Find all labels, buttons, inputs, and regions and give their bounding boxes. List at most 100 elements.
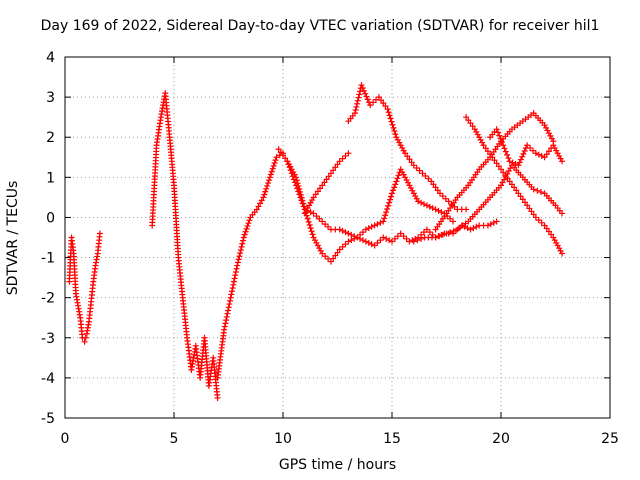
data-point bbox=[439, 231, 446, 238]
data-point bbox=[334, 249, 341, 256]
data-point bbox=[298, 197, 305, 204]
data-point bbox=[505, 155, 512, 162]
data-point bbox=[386, 199, 393, 206]
x-tick-label: 0 bbox=[61, 431, 70, 447]
data-point bbox=[268, 168, 275, 175]
data-point bbox=[255, 203, 262, 210]
y-tick-label: 0 bbox=[46, 210, 55, 226]
data-point bbox=[236, 253, 243, 260]
data-point bbox=[310, 194, 317, 201]
data-point bbox=[494, 129, 501, 136]
data-point bbox=[229, 285, 236, 292]
data-point bbox=[285, 161, 292, 168]
data-point bbox=[319, 218, 326, 225]
data-point bbox=[227, 297, 234, 304]
data-point bbox=[288, 170, 295, 177]
data-point bbox=[425, 175, 432, 182]
data-point bbox=[260, 194, 267, 201]
data-point bbox=[436, 190, 443, 197]
data-point bbox=[394, 233, 401, 240]
data-point bbox=[305, 218, 312, 225]
data-point bbox=[316, 215, 323, 222]
data-point bbox=[420, 229, 427, 236]
data-point bbox=[520, 150, 527, 157]
data-point bbox=[359, 84, 366, 91]
data-point bbox=[414, 237, 421, 244]
data-point bbox=[384, 106, 391, 113]
data-point bbox=[480, 142, 487, 149]
data-point bbox=[506, 178, 513, 185]
data-point bbox=[323, 176, 330, 183]
data-point bbox=[368, 223, 375, 230]
data-point bbox=[527, 144, 534, 151]
data-point bbox=[227, 294, 234, 301]
data-point bbox=[374, 239, 381, 246]
data-point bbox=[487, 221, 494, 228]
data-point bbox=[359, 229, 366, 236]
data-point bbox=[294, 185, 301, 192]
data-point bbox=[377, 219, 384, 226]
data-point bbox=[381, 215, 388, 222]
data-point bbox=[345, 238, 352, 245]
data-point bbox=[537, 189, 544, 196]
x-tick-label: 15 bbox=[383, 431, 401, 447]
data-point bbox=[397, 230, 404, 237]
data-point bbox=[232, 272, 239, 279]
data-point bbox=[339, 155, 346, 162]
data-point bbox=[330, 255, 337, 262]
data-point bbox=[517, 193, 524, 200]
data-point bbox=[82, 334, 89, 341]
data-point bbox=[348, 231, 355, 238]
data-point bbox=[308, 228, 315, 235]
data-point bbox=[559, 250, 566, 257]
data-point bbox=[389, 238, 395, 245]
data-point bbox=[493, 218, 500, 225]
data-point bbox=[345, 230, 352, 237]
series-seg-a bbox=[66, 230, 103, 345]
data-point bbox=[334, 161, 341, 168]
data-point bbox=[362, 238, 369, 245]
data-point bbox=[296, 191, 303, 198]
data-point bbox=[513, 187, 520, 194]
data-point bbox=[371, 242, 378, 249]
data-point bbox=[394, 175, 401, 182]
data-point bbox=[297, 194, 304, 201]
data-point bbox=[345, 150, 352, 157]
data-point bbox=[496, 132, 503, 139]
data-point bbox=[275, 146, 282, 153]
data-point bbox=[238, 243, 245, 250]
data-point bbox=[386, 237, 393, 244]
data-point bbox=[416, 167, 423, 174]
y-tick-label: -3 bbox=[41, 331, 55, 347]
data-point bbox=[432, 184, 439, 191]
data-point bbox=[368, 241, 375, 248]
x-tick-label: 20 bbox=[492, 431, 510, 447]
data-point bbox=[307, 209, 314, 216]
data-point bbox=[243, 225, 250, 232]
data-point bbox=[299, 200, 306, 207]
data-point bbox=[336, 226, 343, 233]
data-point bbox=[258, 197, 265, 204]
data-point bbox=[231, 275, 238, 282]
data-point bbox=[263, 185, 270, 192]
data-point bbox=[239, 240, 246, 247]
data-point bbox=[351, 233, 358, 240]
data-point bbox=[291, 179, 298, 186]
data-point bbox=[336, 158, 343, 165]
data-point bbox=[535, 217, 542, 224]
data-point bbox=[367, 102, 374, 109]
data-point bbox=[470, 225, 477, 232]
data-point bbox=[389, 190, 395, 197]
data-point bbox=[234, 262, 241, 269]
data-point bbox=[528, 208, 535, 215]
data-point bbox=[257, 200, 264, 207]
data-point bbox=[390, 124, 397, 131]
data-point bbox=[447, 229, 454, 236]
data-point bbox=[519, 196, 526, 203]
data-point bbox=[515, 190, 522, 197]
data-point bbox=[81, 338, 88, 345]
data-point bbox=[504, 151, 511, 158]
series-seg-b bbox=[149, 90, 221, 401]
data-point bbox=[304, 215, 311, 222]
data-point bbox=[96, 230, 103, 237]
